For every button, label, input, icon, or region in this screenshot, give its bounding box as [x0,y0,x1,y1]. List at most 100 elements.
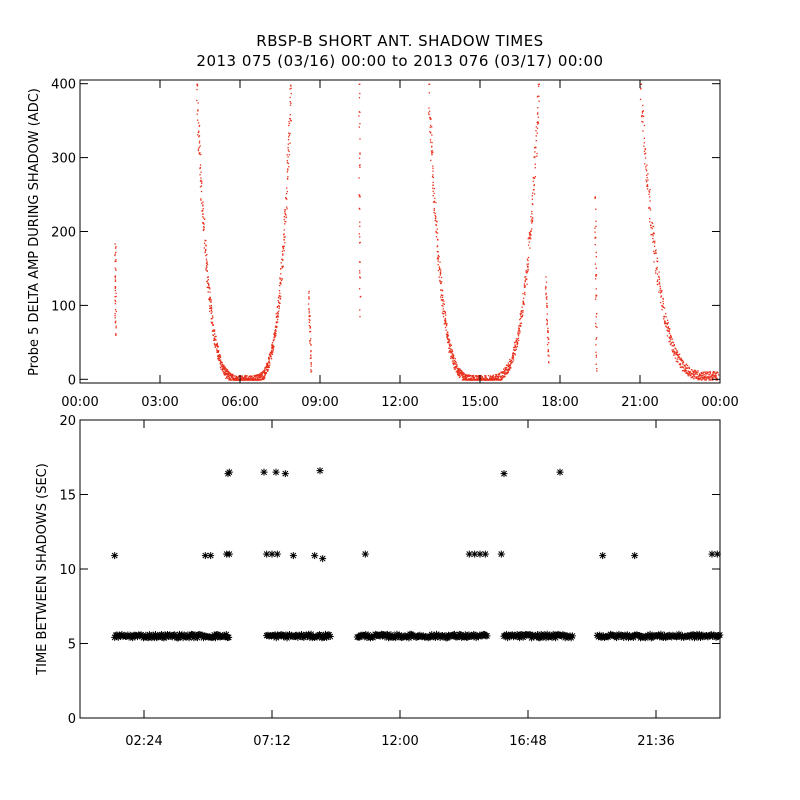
amp-point [660,295,663,297]
amp-point [286,154,288,156]
amp-point [270,356,272,358]
amp-point [655,270,657,272]
amp-point [309,340,311,342]
amp-point [656,260,658,262]
amp-point [457,372,459,374]
amp-point [595,363,597,365]
amp-point [225,370,228,373]
amp-point [250,376,252,379]
amp-point [310,350,312,353]
amp-point [431,151,433,154]
amp-point [276,315,279,317]
amp-point [445,323,448,326]
amp-point [466,376,468,379]
amp-point [439,271,442,273]
amp-point [547,338,550,340]
amp-point [446,335,448,337]
amp-point [205,262,208,265]
amp-point [277,299,279,302]
amp-point [671,341,674,343]
amp-point [516,343,518,346]
amp-point [448,341,450,344]
amp-point [709,376,712,378]
amp-point [531,203,533,205]
amp-point [510,362,512,364]
amp-point [595,274,597,276]
amp-point [595,356,598,358]
amp-point [263,377,265,379]
amp-point [546,323,548,326]
amp-point [432,167,434,169]
amp-point [215,344,217,346]
amp-point [665,326,668,328]
amp-point [219,356,221,358]
amp-point [693,375,695,377]
amp-point [114,287,116,289]
amp-point [216,351,219,353]
amp-point [522,300,524,302]
amp-point [222,363,224,366]
amp-point [675,353,677,355]
amp-point [289,119,292,121]
amp-point [443,310,445,312]
amp-point [696,376,698,378]
amp-point [114,253,116,255]
amp-point [643,142,646,144]
amp-point [216,348,218,350]
amp-point [446,322,448,325]
amp-point [548,361,550,363]
amp-point [527,238,529,240]
bottom-plot-frame [79,419,721,719]
amp-point [529,234,531,236]
amp-point [522,314,524,316]
amp-point [548,362,550,364]
amp-point [220,365,222,367]
amp-point [208,284,210,287]
amp-point [115,295,117,298]
amp-point [692,376,694,379]
amp-point [449,343,452,345]
amp-point [218,350,220,352]
interval-point [528,634,536,642]
amp-point [289,96,291,99]
amp-point [526,278,528,280]
amp-point [658,283,660,285]
amp-point [502,372,504,374]
amp-point [308,310,310,312]
amp-point [439,289,442,291]
amp-point [240,377,242,380]
amp-point [595,225,597,227]
amp-point [716,377,718,380]
amp-point [453,362,455,364]
amp-point [272,350,274,352]
amp-point [505,369,507,371]
amp-point [431,150,433,152]
amp-point [670,336,672,339]
amp-point [475,376,478,378]
amp-point [680,357,682,360]
amp-point [701,372,703,375]
amp-point [224,366,226,368]
amp-point [476,375,479,378]
amp-point [290,93,292,95]
amp-point [645,166,647,168]
amp-point [491,377,493,379]
amp-point [714,374,716,376]
amp-point [263,369,265,372]
amp-point [246,378,248,380]
amp-point [211,321,214,324]
amp-point [652,235,654,237]
amp-point [219,366,222,369]
amp-point [433,208,435,210]
amp-point [448,351,450,353]
amp-point [685,366,687,368]
amp-point [359,92,361,95]
interval-point [657,630,665,638]
amp-point [713,372,715,374]
amp-point [594,196,596,198]
amp-point [495,374,498,376]
amp-point [485,378,487,380]
amp-point [705,377,707,379]
amp-point [668,341,670,343]
amp-point [645,174,648,176]
